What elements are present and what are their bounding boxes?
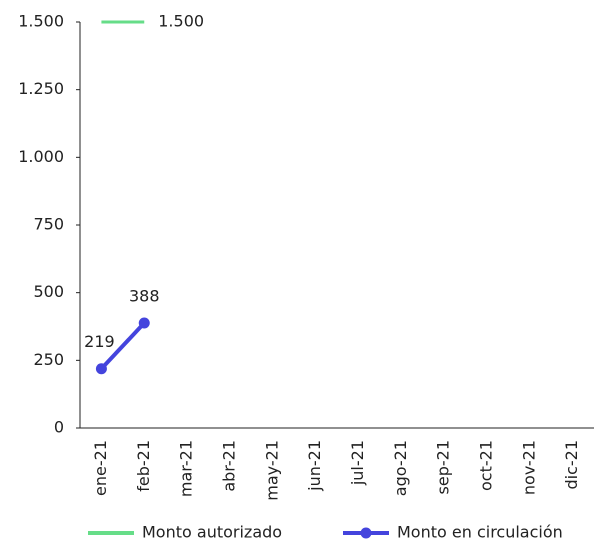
y-tick-label: 1.500	[18, 12, 64, 31]
legend-label: Monto autorizado	[142, 523, 282, 542]
value-label: 388	[129, 286, 160, 305]
x-tick-label: jun-21	[305, 440, 324, 492]
x-tick-label: nov-21	[519, 440, 538, 495]
value-label: 1.500	[158, 12, 204, 31]
legend-label: Monto en circulación	[397, 523, 563, 542]
x-tick-label: feb-21	[134, 440, 153, 492]
x-tick-label: dic-21	[562, 440, 581, 490]
y-tick-label: 1.250	[18, 79, 64, 98]
y-tick-label: 250	[33, 350, 64, 369]
y-tick-label: 500	[33, 282, 64, 301]
series-line	[99, 321, 146, 371]
x-tick-label: oct-21	[476, 440, 495, 491]
point	[138, 317, 150, 329]
y-tick-label: 1.000	[18, 147, 64, 166]
point	[95, 363, 107, 375]
legend-marker	[360, 527, 372, 539]
x-tick-label: mar-21	[177, 440, 196, 497]
x-tick-label: jul-21	[348, 440, 367, 486]
y-tick-label: 750	[33, 215, 64, 234]
y-tick-label: 0	[54, 418, 64, 437]
x-tick-label: abr-21	[219, 440, 238, 492]
value-label: 219	[84, 332, 115, 351]
x-tick-label: ago-21	[391, 440, 410, 496]
x-tick-label: ene-21	[91, 440, 110, 496]
x-tick-label: may-21	[262, 440, 281, 501]
x-tick-label: sep-21	[434, 440, 453, 494]
